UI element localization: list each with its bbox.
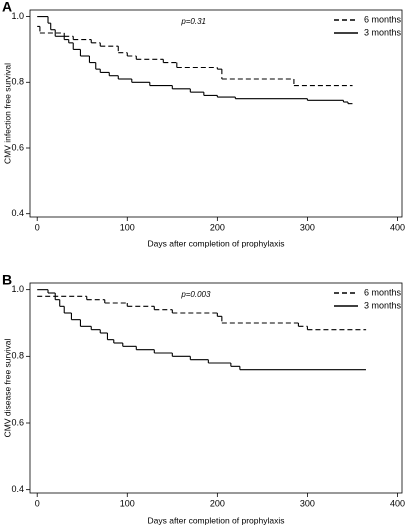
x-tick-label: 100	[120, 498, 135, 508]
plot-frame	[29, 282, 403, 494]
y-tick-label: 1.0	[11, 284, 24, 294]
y-tick-label: 0.6	[11, 142, 24, 152]
x-tick-label: 400	[390, 498, 405, 508]
panel-label: A	[2, 0, 12, 15]
x-tick-label: 400	[390, 222, 405, 232]
plot-frame	[29, 9, 403, 218]
x-axis-label: Days after completion of prophylaxis	[147, 515, 284, 525]
x-tick-label: 100	[120, 222, 135, 232]
y-tick-label: 0.8	[11, 351, 24, 361]
x-axis-label: Days after completion of prophylaxis	[147, 238, 284, 248]
panel-label: B	[2, 272, 12, 288]
legend-label: 3 months	[364, 300, 402, 310]
annotation: p=0.003	[180, 290, 211, 299]
legend-label: 3 months	[364, 27, 402, 37]
y-axis-label: CMV infection free survival	[2, 63, 12, 164]
y-tick-label: 0.4	[11, 484, 24, 494]
x-tick-label: 0	[35, 498, 40, 508]
x-tick-label: 200	[210, 498, 225, 508]
x-tick-label: 300	[300, 222, 315, 232]
y-tick-label: 0.4	[11, 208, 24, 218]
x-tick-label: 300	[300, 498, 315, 508]
annotation: p=0.31	[180, 17, 206, 26]
legend-label: 6 months	[364, 287, 402, 297]
y-tick-label: 1.0	[11, 11, 24, 21]
x-tick-label: 0	[35, 222, 40, 232]
y-axis-label: CMV disease free survival	[2, 339, 12, 438]
legend-label: 6 months	[364, 14, 402, 24]
y-tick-label: 0.8	[11, 77, 24, 87]
y-tick-label: 0.6	[11, 417, 24, 427]
x-tick-label: 200	[210, 222, 225, 232]
